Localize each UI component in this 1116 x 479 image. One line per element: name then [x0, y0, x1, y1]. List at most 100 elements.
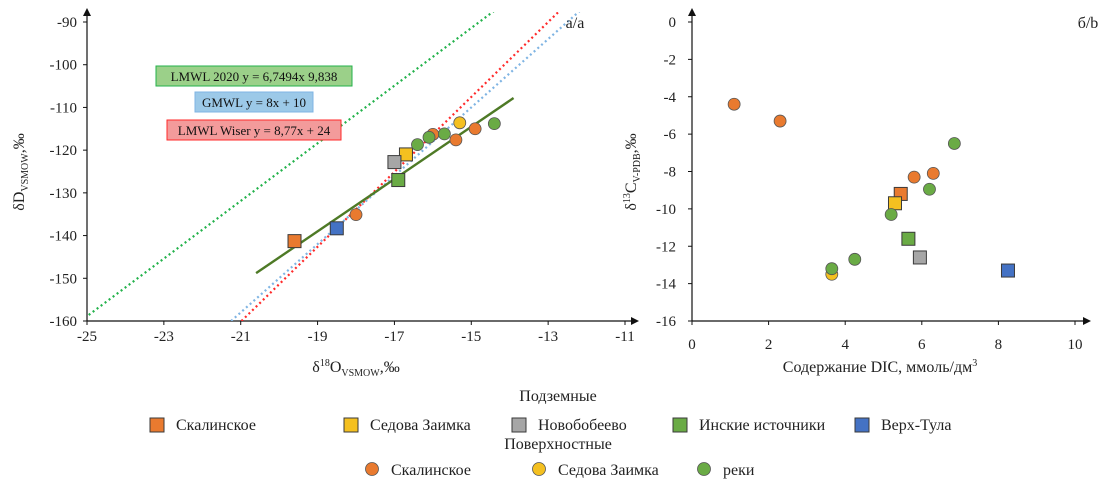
- x-tick-label-b: 6: [918, 337, 926, 353]
- y-tick-label-b: -2: [664, 52, 677, 68]
- panel-label-b: б/b: [1078, 15, 1099, 32]
- x-tick-label-b: 4: [841, 337, 849, 353]
- y-tick-label-b: -14: [656, 277, 676, 293]
- equation-box-0: [155, 65, 353, 87]
- x-tick-label-b: 10: [1068, 337, 1083, 353]
- x-label-sub: VSMOW: [341, 368, 380, 379]
- y-label-b-sub: V-PDB: [632, 153, 643, 182]
- legend-marker-square: [149, 417, 165, 433]
- y-tick-label-b: -8: [664, 165, 677, 181]
- y-tick-label-a: -130: [50, 186, 78, 202]
- x-label-delta: δ: [312, 359, 320, 376]
- y-label-d: δD: [11, 192, 28, 211]
- point-a-circle: [349, 208, 363, 222]
- x-label-b-main: Содержание DIC, ммоль/дм: [783, 359, 972, 376]
- equation-box-1: [194, 91, 314, 113]
- point-b-circle: [727, 97, 741, 111]
- y-tick-label-b: 0: [669, 15, 677, 31]
- legend-marker-circle: [697, 462, 711, 476]
- point-a-square: [287, 234, 302, 249]
- y-label-b-unit: ,‰: [623, 133, 640, 153]
- x-label-sup: 18: [320, 358, 330, 369]
- point-a-circle: [422, 130, 436, 144]
- chart-b: 0 2 4 6 8 10 0 -2 -4 -6 -8 -10 -12 -14 -16 б/b Содержани…: [622, 8, 1099, 376]
- x-tick-label-a: -15: [461, 329, 481, 345]
- point-b-circle: [923, 182, 936, 196]
- x-label-o: O: [330, 359, 342, 376]
- legend-marker-square: [854, 417, 870, 433]
- x-label-b-sup: 3: [972, 358, 977, 369]
- point-b-circle: [773, 114, 787, 128]
- y-label-b-c: C: [623, 182, 640, 193]
- y-tick-label-b: -16: [656, 314, 676, 330]
- y-axis-label-a: δDVSMOW,‰: [11, 133, 31, 210]
- y-tick-label-a: -140: [50, 229, 78, 245]
- y-tick-label-a: -160: [50, 314, 78, 330]
- point-a-circle: [453, 116, 467, 130]
- y-label-unit: ,‰: [11, 133, 28, 153]
- point-b-circle: [884, 208, 898, 221]
- legend-label-underground: Седова Заимка: [370, 417, 471, 434]
- point-b-square: [912, 250, 927, 265]
- x-tick-label-b: 0: [688, 337, 696, 353]
- y-tick-label-a: -120: [50, 143, 78, 159]
- water-lines-a: [87, 12, 581, 321]
- legend-marker-circle: [365, 462, 379, 476]
- legend-title-underground: Подземные: [519, 388, 596, 405]
- x-tick-label-b: 2: [765, 337, 773, 353]
- legend-marker-square: [672, 417, 688, 433]
- point-a-circle: [449, 133, 463, 147]
- equation-label-1: GMWL y = 8x + 10: [202, 95, 306, 110]
- point-a-square: [398, 147, 413, 162]
- x-tick-label-a: -13: [538, 329, 558, 345]
- y-tick-label-a: -150: [50, 271, 78, 287]
- y-tick-label-b: -12: [656, 239, 676, 255]
- point-b-circle: [907, 170, 921, 184]
- point-b-circle: [825, 262, 839, 276]
- legend-label-surface: Седова Заимка: [558, 462, 659, 479]
- y-tick-label-b: -10: [656, 202, 676, 218]
- x-label-unit: ,‰: [380, 359, 400, 376]
- y-tick-label-b: -4: [664, 90, 677, 106]
- x-tick-label-b: 8: [995, 337, 1003, 353]
- panel-label-a: а/a: [566, 15, 585, 32]
- point-b-square: [1000, 263, 1015, 278]
- legend: Подземные Скалинское Седова Заимка Новобобе…: [149, 388, 951, 479]
- legend-label-underground: Верх-Тула: [881, 417, 951, 434]
- y-label-b-delta: δ: [623, 203, 640, 211]
- legend-title-surface: Поверхностные: [504, 436, 612, 453]
- point-b-square: [887, 196, 902, 211]
- x-tick-label-a: -19: [308, 329, 328, 345]
- point-a-square: [329, 221, 344, 236]
- water-line-0: [87, 12, 495, 318]
- x-tick-label-a: -23: [154, 329, 174, 345]
- x-tick-label-a: -21: [231, 329, 251, 345]
- legend-label-underground: Инские источники: [699, 417, 826, 434]
- legend-marker-circle: [532, 462, 546, 476]
- water-line-1: [230, 12, 581, 321]
- point-a-circle: [487, 117, 501, 131]
- x-tick-label-a: -25: [77, 329, 97, 345]
- y-tick-label-a: -110: [50, 100, 77, 116]
- y-label-sub: VSMOW: [20, 153, 31, 192]
- point-b-circle: [926, 166, 940, 180]
- point-a-circle: [468, 122, 482, 136]
- x-axis-label-a: δ18OVSMOW,‰: [312, 358, 399, 379]
- chart-a: -25 -23 -21 -19 -17 -15 -13 -11 -90 -100 -110 -120 -…: [11, 8, 639, 379]
- y-tick-label-a: -90: [57, 15, 77, 31]
- y-label-b-sup: 13: [622, 193, 633, 203]
- legend-label-surface: Скалинское: [391, 462, 471, 479]
- point-b-circle: [947, 137, 961, 150]
- legend-label-underground: Новобобеево: [538, 417, 627, 434]
- legend-marker-square: [511, 417, 527, 433]
- y-tick-label-a: -100: [50, 58, 78, 74]
- x-tick-label-a: -17: [384, 329, 404, 345]
- point-a-square: [387, 155, 402, 170]
- point-a-circle: [411, 138, 424, 151]
- x-axis-label-b: Содержание DIC, ммоль/дм3: [783, 358, 977, 376]
- equation-label-2: LMWL Wiser y = 8,77x + 24: [178, 123, 331, 138]
- y-axis-label-b: δ13CV-PDB,‰: [622, 133, 643, 210]
- equation-box-2: [166, 119, 342, 141]
- point-a-circle: [437, 127, 451, 141]
